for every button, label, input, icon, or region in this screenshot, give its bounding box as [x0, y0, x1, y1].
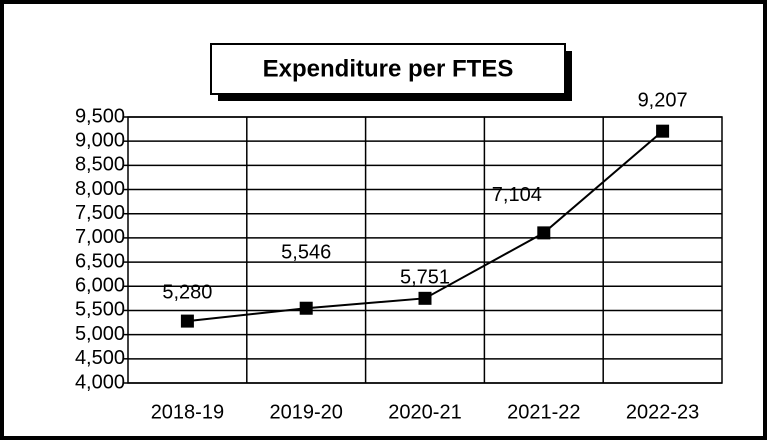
y-tick-label: 7,000	[75, 226, 125, 248]
y-tick-label: 9,000	[75, 129, 125, 151]
y-tick-label: 6,500	[75, 250, 125, 272]
chart-title: Expenditure per FTES	[263, 55, 514, 82]
x-tick-label: 2021-22	[507, 401, 580, 423]
data-label: 5,280	[162, 281, 212, 303]
x-tick-label: 2018-19	[151, 401, 224, 423]
y-tick-label: 6,000	[75, 275, 125, 297]
marker	[299, 301, 313, 315]
y-tick-label: 9,500	[75, 105, 125, 127]
y-tick-label: 5,000	[75, 323, 125, 345]
x-tick-label: 2020-21	[388, 401, 461, 423]
y-tick-label: 4,000	[75, 371, 125, 393]
x-tick-label: 2022-23	[626, 401, 699, 423]
data-label: 5,546	[281, 242, 331, 264]
x-tick-label: 2019-20	[269, 401, 342, 423]
plot-area	[127, 116, 723, 384]
y-tick-label: 8,000	[75, 178, 125, 200]
marker	[537, 226, 551, 240]
y-tick-label: 4,500	[75, 347, 125, 369]
data-label: 5,751	[400, 267, 450, 289]
y-tick-label: 7,500	[75, 202, 125, 224]
marker	[180, 314, 194, 328]
y-tick-label: 5,500	[75, 299, 125, 321]
data-label: 9,207	[638, 89, 688, 111]
marker	[418, 291, 432, 305]
data-label: 7,104	[492, 184, 542, 206]
y-tick-label: 8,500	[75, 154, 125, 176]
marker	[656, 124, 670, 138]
title-box	[210, 43, 566, 95]
